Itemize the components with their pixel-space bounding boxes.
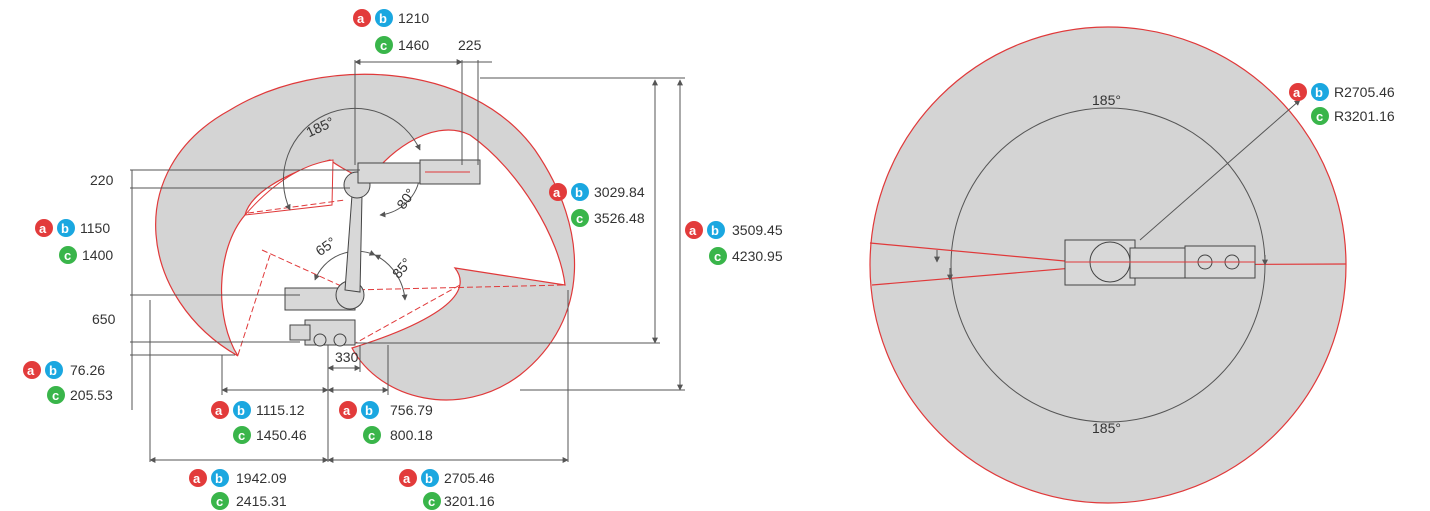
svg-text:1400: 1400 <box>82 247 113 263</box>
svg-text:2705.46: 2705.46 <box>444 470 495 486</box>
svg-text:b: b <box>711 223 719 238</box>
dim-225: 225 <box>458 37 482 53</box>
svg-text:a: a <box>27 363 35 378</box>
angle-80-label: 80° <box>393 185 418 212</box>
svg-text:b: b <box>215 471 223 486</box>
svg-text:3509.45: 3509.45 <box>732 222 783 238</box>
side-dimension-lines <box>130 59 685 463</box>
bottom-dim-1115: a b 1115.12 c 1450.46 <box>211 401 307 444</box>
svg-text:756.79: 756.79 <box>390 402 433 418</box>
svg-text:a: a <box>343 403 351 418</box>
svg-text:a: a <box>689 223 697 238</box>
angle-65-label: 65° <box>312 234 339 259</box>
svg-text:a: a <box>553 185 561 200</box>
svg-text:b: b <box>379 11 387 26</box>
dim-1460: 1460 <box>398 37 429 53</box>
side-view: 185° 80° 65° 85° a b 1210 c 1460 225 220… <box>23 9 783 510</box>
bottom-dim-756: a b 756.79 c 800.18 <box>339 401 433 444</box>
right-dim-3509: a b 3509.45 c 4230.95 <box>685 221 783 265</box>
top-angle-185-lower: 185° <box>1092 420 1121 436</box>
dim-1210: 1210 <box>398 10 429 26</box>
svg-text:c: c <box>380 38 387 53</box>
svg-text:c: c <box>216 494 223 509</box>
svg-text:76.26: 76.26 <box>70 362 105 378</box>
svg-text:c: c <box>428 494 435 509</box>
bottom-dim-1942: a b 1942.09 c 2415.31 <box>189 469 287 510</box>
top-dim-label: a b 1210 c 1460 225 <box>353 9 482 54</box>
svg-text:c: c <box>714 249 721 264</box>
svg-text:4230.95: 4230.95 <box>732 248 783 264</box>
svg-text:b: b <box>1315 85 1323 100</box>
svg-text:c: c <box>64 248 71 263</box>
svg-text:b: b <box>575 185 583 200</box>
svg-text:b: b <box>237 403 245 418</box>
svg-text:b: b <box>49 363 57 378</box>
svg-text:3526.48: 3526.48 <box>594 210 645 226</box>
svg-text:c: c <box>576 211 583 226</box>
svg-text:b: b <box>365 403 373 418</box>
svg-text:c: c <box>52 388 59 403</box>
svg-text:a: a <box>39 221 47 236</box>
dim-650: 650 <box>92 311 116 327</box>
svg-text:1942.09: 1942.09 <box>236 470 287 486</box>
top-view: 185° 185° a b R2705.46 c R3201.16 <box>869 26 1395 504</box>
svg-text:b: b <box>425 471 433 486</box>
svg-text:1450.46: 1450.46 <box>256 427 307 443</box>
svg-text:a: a <box>1293 85 1301 100</box>
svg-text:1150: 1150 <box>80 220 110 236</box>
svg-text:1115.12: 1115.12 <box>256 402 305 418</box>
top-angle-185-upper: 185° <box>1092 92 1121 108</box>
svg-text:a: a <box>357 11 365 26</box>
svg-text:R2705.46: R2705.46 <box>1334 84 1395 100</box>
dim-330: 330 <box>335 349 359 365</box>
svg-text:800.18: 800.18 <box>390 427 433 443</box>
svg-text:a: a <box>403 471 411 486</box>
robot-side-drawing <box>284 159 481 347</box>
svg-text:b: b <box>61 221 69 236</box>
svg-text:3201.16: 3201.16 <box>444 493 495 509</box>
svg-text:c: c <box>1316 109 1323 124</box>
svg-text:3029.84: 3029.84 <box>594 184 645 200</box>
bottom-dim-2705: a b 2705.46 c 3201.16 <box>399 469 495 510</box>
svg-text:a: a <box>215 403 223 418</box>
svg-text:a: a <box>193 471 201 486</box>
angle-85-label: 85° <box>389 255 415 282</box>
left-dim-1150: a b 1150 c 1400 <box>35 219 113 264</box>
left-dim-76: a b 76.26 c 205.53 <box>23 361 113 404</box>
svg-text:R3201.16: R3201.16 <box>1334 108 1395 124</box>
right-dim-3029: a b 3029.84 c 3526.48 <box>549 183 645 227</box>
dim-220: 220 <box>90 172 114 188</box>
svg-text:205.53: 205.53 <box>70 387 113 403</box>
side-work-envelope <box>155 73 576 401</box>
top-radius-label: a b R2705.46 c R3201.16 <box>1289 83 1395 125</box>
robot-top-drawing <box>1064 239 1256 286</box>
svg-text:2415.31: 2415.31 <box>236 493 287 509</box>
svg-text:c: c <box>368 428 375 443</box>
svg-text:c: c <box>238 428 245 443</box>
